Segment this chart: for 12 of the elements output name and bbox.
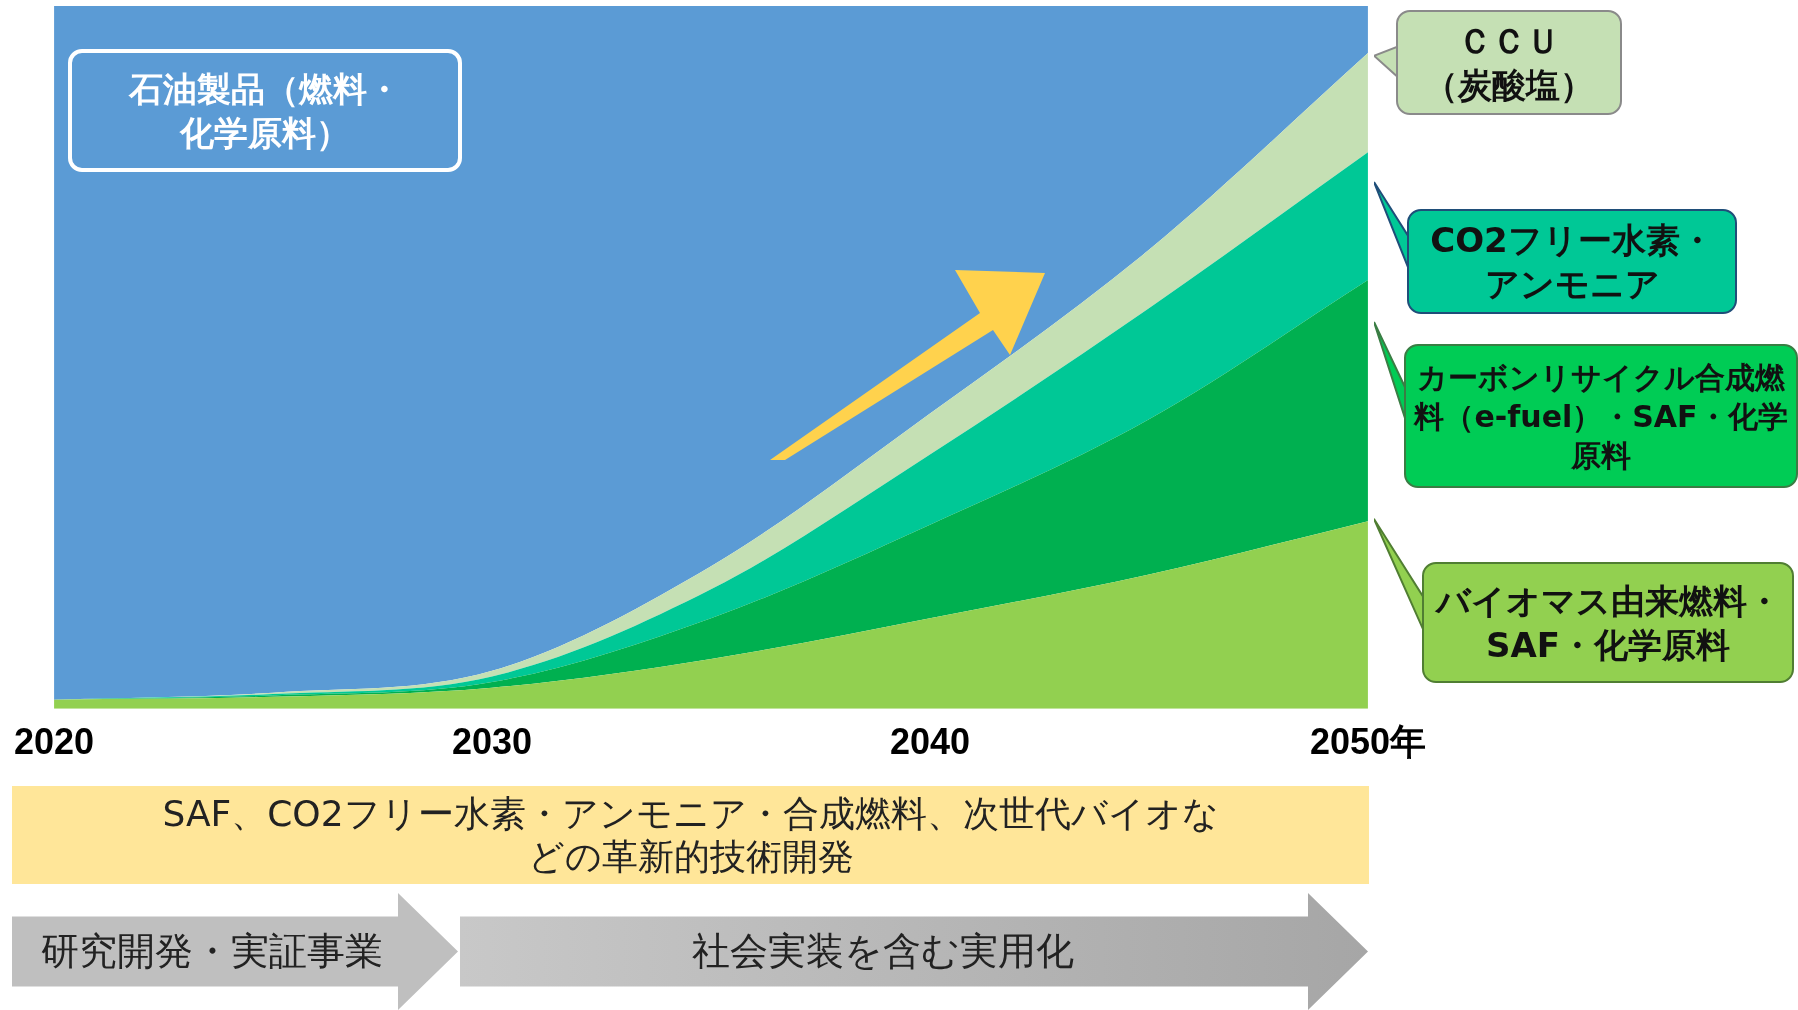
text: SAF、CO2フリー水素・アンモニア・合成燃料、次世代バイオなどの革新的技術開発 <box>12 786 1369 884</box>
x-tick-label: 2020 <box>14 721 95 763</box>
x-tick-label: 2050年 <box>1309 721 1426 763</box>
text: 研究開発・実証事業 <box>40 927 384 975</box>
text: 社会実装を含む実用化 <box>690 927 1075 975</box>
x-tick-label: 2040 <box>889 721 971 763</box>
series-label: 石油製品（燃料・化学原料） <box>68 49 462 172</box>
series-label: CO2フリー水素・アンモニア <box>1407 209 1737 314</box>
series-label: カーボンリサイクル合成燃料（e-fuel）・SAF・化学原料 <box>1404 344 1798 488</box>
legend-label: ＣＣＵ（炭酸塩） <box>1396 10 1622 115</box>
x-tick-label: 2030 <box>451 721 533 763</box>
series-label: バイオマス由来燃料・SAF・化学原料 <box>1422 562 1794 683</box>
